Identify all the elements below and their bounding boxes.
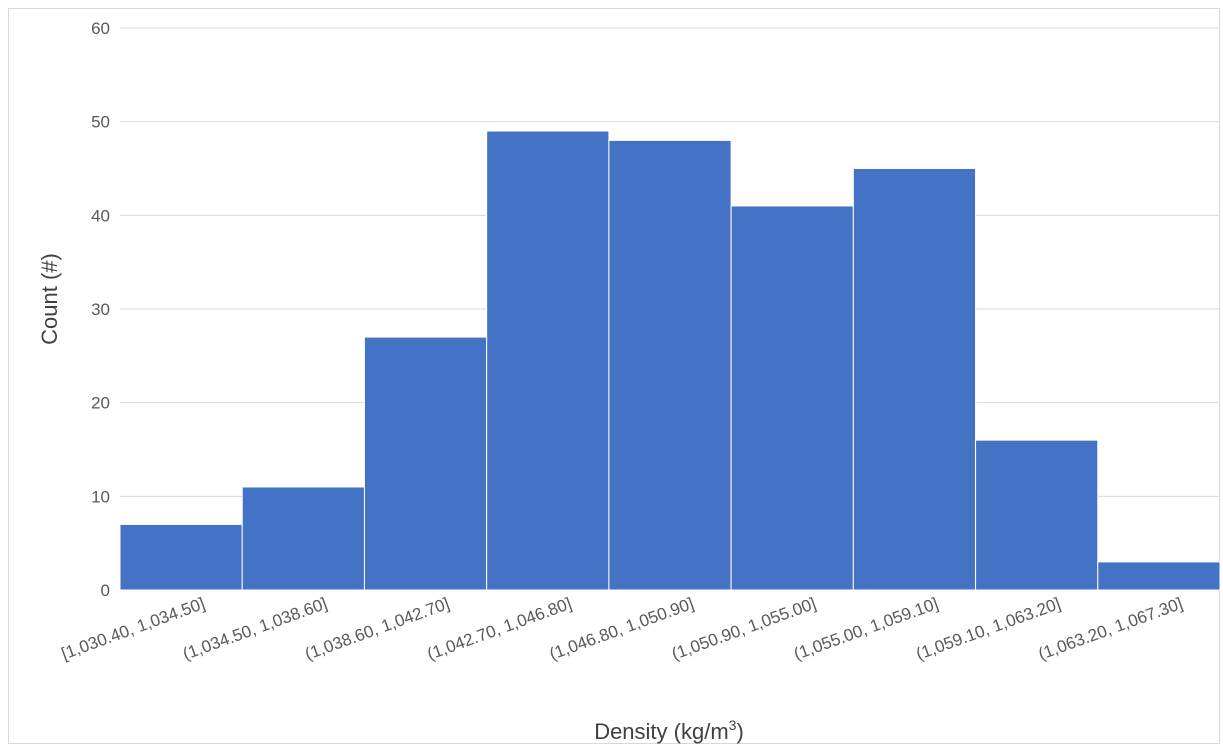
x-axis-title-text: Density (kg/m — [594, 719, 728, 744]
histogram-bar — [1097, 561, 1221, 591]
x-axis-title-superscript: 3 — [729, 717, 737, 733]
histogram-chart: 0 10 20 30 40 50 60 [1,030.40, 1,034.50](1,034… — [37, 19, 1221, 744]
y-tick-label: 0 — [101, 581, 110, 600]
y-tick-label: 60 — [91, 19, 110, 38]
y-tick-label: 50 — [91, 113, 110, 132]
histogram-bar — [975, 439, 1099, 591]
histogram-bar — [241, 486, 365, 591]
x-axis-title: Density (kg/m3) — [594, 717, 744, 744]
bars — [119, 130, 1221, 591]
x-axis-title-suffix: ) — [736, 719, 743, 744]
y-tick-labels: 0 10 20 30 40 50 60 — [91, 19, 110, 600]
y-tick-label: 10 — [91, 487, 110, 506]
y-tick-label: 20 — [91, 394, 110, 413]
x-tick-labels: [1,030.40, 1,034.50](1,034.50, 1,038.60]… — [59, 594, 1185, 664]
histogram-bar — [363, 336, 488, 591]
y-axis-title: Count (#) — [37, 253, 62, 345]
histogram-bar — [119, 523, 243, 591]
histogram-bar — [486, 130, 610, 591]
histogram-bar — [852, 168, 977, 591]
chart-frame: 0 10 20 30 40 50 60 [1,030.40, 1,034.50] (1,034… — [8, 8, 1221, 744]
y-tick-label: 30 — [91, 300, 110, 319]
y-tick-label: 40 — [91, 206, 110, 225]
histogram-bar — [608, 139, 732, 591]
histogram-bar — [730, 205, 854, 591]
